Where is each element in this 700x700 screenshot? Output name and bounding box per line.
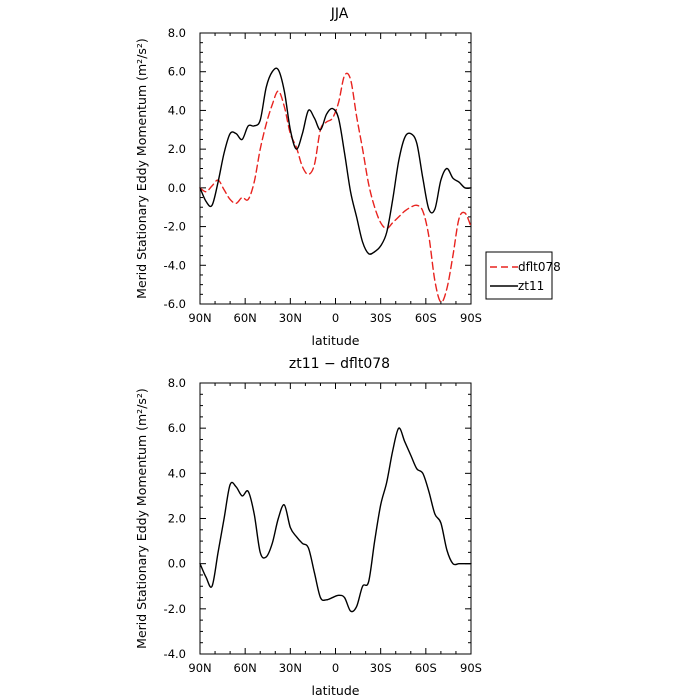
y-axis-label: Merid Stationary Eddy Momentum (m²/s²): [134, 388, 149, 649]
chart-panel-2: 90N 60N 30N 0 30S 60S 90S -4.0 -2.0 0.0 2.0 4.0 6.0 8…: [134, 356, 482, 698]
y-tick-label: 4.0: [168, 103, 186, 117]
x-tick-label: 60S: [415, 311, 437, 325]
x-tick-label: 90N: [188, 661, 211, 675]
x-axis-label: latitude: [312, 683, 360, 698]
y-tick-label: 2.0: [168, 512, 186, 526]
plot-frame: [199, 32, 472, 305]
x-tick-label: 60N: [234, 311, 257, 325]
series-line-dflt078: [199, 72, 472, 303]
x-tick-label: 90N: [188, 311, 211, 325]
legend-label: zt11: [518, 279, 544, 293]
legend-label: dflt078: [518, 260, 561, 274]
x-tick-label: 60S: [415, 661, 437, 675]
x-tick-label: 30S: [370, 661, 392, 675]
x-tick-label: 30S: [370, 311, 392, 325]
chart-panel-1: 90N 60N 30N 0 30S 60S 90S -6.0 -4.0 -2.0 0.0 2.0 4.0…: [134, 6, 561, 348]
legend-box: [485, 251, 553, 300]
x-tick-label: 60N: [234, 661, 257, 675]
x-tick-label: 90S: [460, 661, 482, 675]
y-tick-label: -2.0: [164, 220, 186, 234]
x-tick-label: 90S: [460, 311, 482, 325]
y-tick-label: -4.0: [164, 647, 186, 661]
series-line-series-1: [199, 427, 472, 613]
y-tick-label: 0.0: [168, 557, 186, 571]
x-tick-label: 30N: [279, 661, 302, 675]
y-tick-label: -4.0: [164, 258, 186, 272]
x-tick-label: 0: [332, 311, 339, 325]
plot-frame: [199, 382, 472, 655]
y-tick-label: 4.0: [168, 466, 186, 480]
x-axis-label: latitude: [312, 333, 360, 348]
chart-title: zt11 − dflt078: [289, 356, 390, 372]
x-tick-label: 0: [332, 661, 339, 675]
y-axis-label: Merid Stationary Eddy Momentum (m²/s²): [134, 38, 149, 299]
legend: dflt078 zt11: [485, 251, 561, 300]
y-tick-label: 8.0: [168, 26, 186, 40]
x-tick-label: 30N: [279, 311, 302, 325]
series-line-zt11: [199, 67, 472, 255]
y-tick-label: 0.0: [168, 181, 186, 195]
chart-title: JJA: [330, 6, 349, 22]
y-tick-label: 2.0: [168, 142, 186, 156]
y-tick-label: 6.0: [168, 65, 186, 79]
y-tick-label: 6.0: [168, 421, 186, 435]
y-tick-label: -6.0: [164, 297, 186, 311]
y-tick-label: -2.0: [164, 602, 186, 616]
y-tick-label: 8.0: [168, 376, 186, 390]
